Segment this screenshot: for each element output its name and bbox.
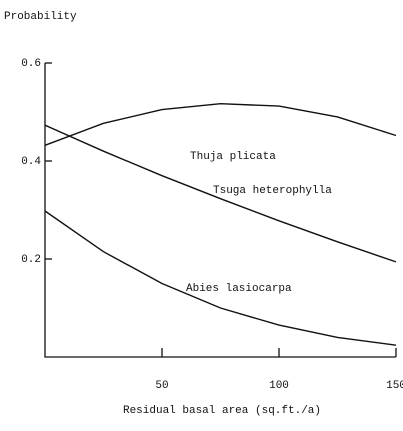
series-line (44, 102, 397, 146)
series-label: Tsuga heterophylla (213, 185, 332, 197)
x-tick-label: 100 (269, 380, 289, 392)
y-tick-label: 0.6 (21, 58, 41, 70)
axes (44, 63, 396, 358)
series-label: Thuja plicata (190, 151, 276, 163)
series-label: Abies lasiocarpa (186, 283, 292, 295)
x-tick-label: 50 (155, 380, 168, 392)
x-tick-label: 150 (386, 380, 403, 392)
y-tick-label: 0.4 (21, 156, 41, 168)
y-axis-label: Probability (4, 11, 77, 23)
y-tick-label: 0.2 (21, 254, 41, 266)
x-axis-label: Residual basal area (sq.ft./a) (123, 405, 321, 417)
series-line (44, 210, 397, 346)
series-line (44, 124, 397, 263)
